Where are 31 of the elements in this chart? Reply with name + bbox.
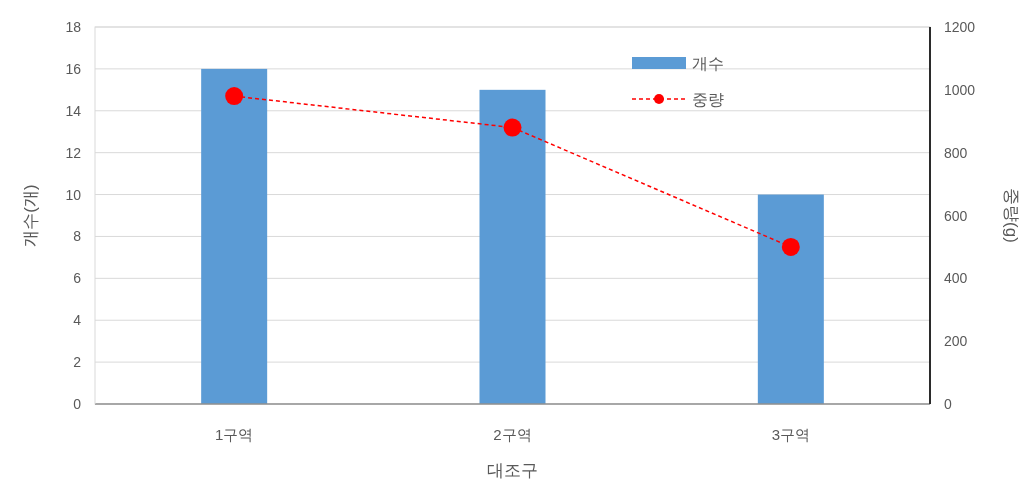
y2-tick-label: 600 bbox=[944, 207, 968, 224]
x-tick-label: 1구역 bbox=[214, 426, 254, 443]
y-tick-label: 18 bbox=[65, 19, 82, 35]
y-axis-title: 개수(개) bbox=[21, 184, 40, 247]
point bbox=[781, 237, 800, 256]
y2-axis-title: 중량(g) bbox=[1002, 188, 1021, 243]
y2-tick-label: 0 bbox=[944, 396, 952, 412]
y2-tick-label: 400 bbox=[944, 270, 968, 287]
bar bbox=[479, 89, 546, 404]
point bbox=[225, 87, 244, 106]
y-tick-label: 8 bbox=[73, 228, 82, 245]
y2-tick-label: 1200 bbox=[944, 19, 976, 35]
x-tick-label: 2구역 bbox=[493, 426, 532, 443]
y2-tick-label: 1000 bbox=[944, 81, 976, 98]
point bbox=[503, 118, 522, 137]
y2-tick-label: 200 bbox=[944, 333, 968, 350]
y-tick-label: 12 bbox=[65, 144, 82, 161]
y-tick-label: 10 bbox=[65, 186, 82, 203]
bar bbox=[757, 194, 824, 404]
bar bbox=[201, 68, 268, 404]
y-tick-label: 4 bbox=[73, 312, 82, 329]
legend-label: 개수 bbox=[692, 55, 724, 72]
y-tick-label: 14 bbox=[65, 102, 82, 119]
y2-tick-label: 800 bbox=[944, 144, 968, 161]
x-tick-label: 3구역 bbox=[771, 426, 811, 443]
y-tick-label: 2 bbox=[73, 354, 82, 371]
y-tick-label: 6 bbox=[73, 270, 82, 287]
y-tick-label: 0 bbox=[73, 396, 82, 412]
y-tick-label: 16 bbox=[65, 60, 82, 77]
legend-label: 중량 bbox=[692, 91, 724, 108]
x-axis-title: 대조구 bbox=[487, 461, 538, 480]
